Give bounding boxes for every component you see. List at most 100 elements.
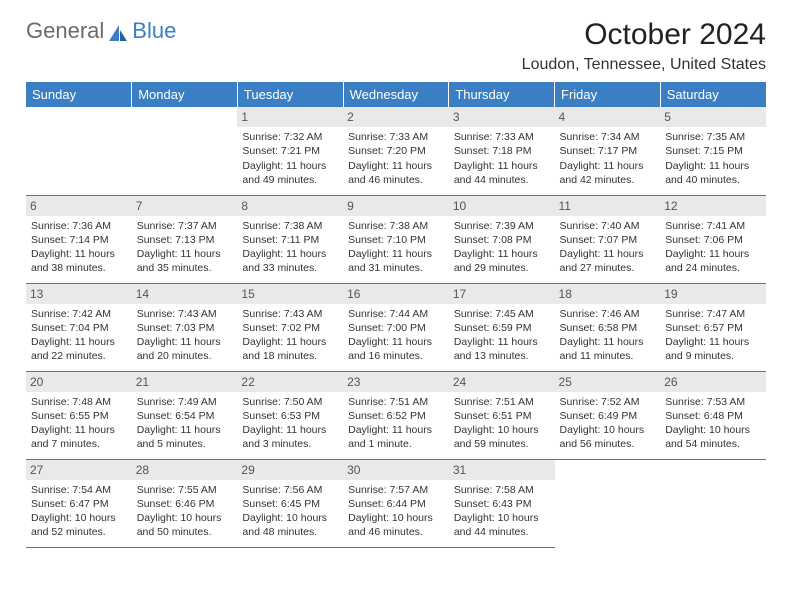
day-details: Sunrise: 7:41 AMSunset: 7:06 PMDaylight:…: [665, 219, 761, 276]
daylight-line: Daylight: 11 hours and 20 minutes.: [137, 335, 233, 363]
daylight-line: Daylight: 11 hours and 9 minutes.: [665, 335, 761, 363]
day-details: Sunrise: 7:52 AMSunset: 6:49 PMDaylight:…: [560, 395, 656, 452]
sunset-line: Sunset: 6:51 PM: [454, 409, 550, 423]
day-cell: 4Sunrise: 7:34 AMSunset: 7:17 PMDaylight…: [555, 107, 661, 195]
weekday-header-row: SundayMondayTuesdayWednesdayThursdayFrid…: [26, 82, 766, 107]
day-number: 3: [449, 107, 555, 127]
sunset-line: Sunset: 7:14 PM: [31, 233, 127, 247]
day-cell: 29Sunrise: 7:56 AMSunset: 6:45 PMDayligh…: [237, 459, 343, 547]
day-details: Sunrise: 7:39 AMSunset: 7:08 PMDaylight:…: [454, 219, 550, 276]
logo: GeneralBlue: [26, 18, 176, 44]
day-details: Sunrise: 7:55 AMSunset: 6:46 PMDaylight:…: [137, 483, 233, 540]
day-cell: 2Sunrise: 7:33 AMSunset: 7:20 PMDaylight…: [343, 107, 449, 195]
weekday-header: Thursday: [449, 82, 555, 107]
day-details: Sunrise: 7:47 AMSunset: 6:57 PMDaylight:…: [665, 307, 761, 364]
day-cell: 11Sunrise: 7:40 AMSunset: 7:07 PMDayligh…: [555, 195, 661, 283]
day-number: 18: [555, 284, 661, 304]
daylight-line: Daylight: 11 hours and 38 minutes.: [31, 247, 127, 275]
day-number: 20: [26, 372, 132, 392]
daylight-line: Daylight: 11 hours and 46 minutes.: [348, 159, 444, 187]
day-cell: 14 Sunrise: 7:43 AMSunset: 7:03 PMDayligh…: [132, 283, 238, 371]
daylight-line: Daylight: 11 hours and 33 minutes.: [242, 247, 338, 275]
sunset-line: Sunset: 7:11 PM: [242, 233, 338, 247]
day-cell: 25Sunrise: 7:52 AMSunset: 6:49 PMDayligh…: [555, 371, 661, 459]
sunrise-line: Sunrise: 7:34 AM: [560, 130, 656, 144]
sunset-line: Sunset: 7:10 PM: [348, 233, 444, 247]
day-number: 22: [237, 372, 343, 392]
daylight-line: Daylight: 11 hours and 24 minutes.: [665, 247, 761, 275]
sunset-line: Sunset: 7:13 PM: [137, 233, 233, 247]
weekday-header: Tuesday: [237, 82, 343, 107]
weekday-header: Saturday: [660, 82, 766, 107]
sunrise-line: Sunrise: 7:53 AM: [665, 395, 761, 409]
day-details: Sunrise: 7:37 AMSunset: 7:13 PMDaylight:…: [137, 219, 233, 276]
sunset-line: Sunset: 6:45 PM: [242, 497, 338, 511]
sunrise-line: Sunrise: 7:56 AM: [242, 483, 338, 497]
daylight-line: Daylight: 11 hours and 7 minutes.: [31, 423, 127, 451]
weekday-header: Friday: [555, 82, 661, 107]
sunset-line: Sunset: 7:20 PM: [348, 144, 444, 158]
daylight-line: Daylight: 11 hours and 3 minutes.: [242, 423, 338, 451]
sunset-line: Sunset: 7:06 PM: [665, 233, 761, 247]
day-cell: 3Sunrise: 7:33 AMSunset: 7:18 PMDaylight…: [449, 107, 555, 195]
day-details: Sunrise: 7:45 AMSunset: 6:59 PMDaylight:…: [454, 307, 550, 364]
day-cell: 9Sunrise: 7:38 AMSunset: 7:10 PMDaylight…: [343, 195, 449, 283]
weekday-header: Monday: [132, 82, 238, 107]
day-number: 15: [237, 284, 343, 304]
day-cell: 17Sunrise: 7:45 AMSunset: 6:59 PMDayligh…: [449, 283, 555, 371]
sunrise-line: Sunrise: 7:38 AM: [348, 219, 444, 233]
weekday-header: Sunday: [26, 82, 132, 107]
day-number: 14: [132, 284, 238, 304]
day-cell: 13Sunrise: 7:42 AMSunset: 7:04 PMDayligh…: [26, 283, 132, 371]
month-title: October 2024: [522, 18, 766, 52]
empty-cell: [132, 107, 238, 195]
day-details: Sunrise: 7:38 AMSunset: 7:10 PMDaylight:…: [348, 219, 444, 276]
daylight-line: Daylight: 10 hours and 44 minutes.: [454, 511, 550, 539]
day-cell: 28Sunrise: 7:55 AMSunset: 6:46 PMDayligh…: [132, 459, 238, 547]
calendar-table: SundayMondayTuesdayWednesdayThursdayFrid…: [26, 82, 766, 548]
day-number: 5: [660, 107, 766, 127]
day-details: Sunrise: 7:51 AMSunset: 6:52 PMDaylight:…: [348, 395, 444, 452]
day-number: 29: [237, 460, 343, 480]
day-details: Sunrise: 7:54 AMSunset: 6:47 PMDaylight:…: [31, 483, 127, 540]
day-details: Sunrise: 7:34 AMSunset: 7:17 PMDaylight:…: [560, 130, 656, 187]
day-cell: 18Sunrise: 7:46 AMSunset: 6:58 PMDayligh…: [555, 283, 661, 371]
day-cell: 27Sunrise: 7:54 AMSunset: 6:47 PMDayligh…: [26, 459, 132, 547]
sunrise-line: Sunrise: 7:51 AM: [348, 395, 444, 409]
sunset-line: Sunset: 7:03 PM: [137, 321, 233, 335]
day-number: 26: [660, 372, 766, 392]
day-details: Sunrise: 7:32 AMSunset: 7:21 PMDaylight:…: [242, 130, 338, 187]
day-cell: 1Sunrise: 7:32 AMSunset: 7:21 PMDaylight…: [237, 107, 343, 195]
day-number: 12: [660, 196, 766, 216]
day-cell: 26Sunrise: 7:53 AMSunset: 6:48 PMDayligh…: [660, 371, 766, 459]
day-details: Sunrise: 7:36 AMSunset: 7:14 PMDaylight:…: [31, 219, 127, 276]
sunset-line: Sunset: 6:59 PM: [454, 321, 550, 335]
day-details: Sunrise: 7:50 AMSunset: 6:53 PMDaylight:…: [242, 395, 338, 452]
day-details: Sunrise: 7:40 AMSunset: 7:07 PMDaylight:…: [560, 219, 656, 276]
sunrise-line: Sunrise: 7:55 AM: [137, 483, 233, 497]
day-cell: 20Sunrise: 7:48 AMSunset: 6:55 PMDayligh…: [26, 371, 132, 459]
sunset-line: Sunset: 6:46 PM: [137, 497, 233, 511]
daylight-line: Daylight: 11 hours and 40 minutes.: [665, 159, 761, 187]
day-number: 24: [449, 372, 555, 392]
daylight-line: Daylight: 11 hours and 49 minutes.: [242, 159, 338, 187]
sunrise-line: Sunrise: 7:42 AM: [31, 307, 127, 321]
day-details: Sunrise: 7:57 AMSunset: 6:44 PMDaylight:…: [348, 483, 444, 540]
day-details: Sunrise: 7:43 AMSunset: 7:03 PMDaylight:…: [137, 307, 233, 364]
sunset-line: Sunset: 6:49 PM: [560, 409, 656, 423]
daylight-line: Daylight: 11 hours and 1 minute.: [348, 423, 444, 451]
daylight-line: Daylight: 10 hours and 59 minutes.: [454, 423, 550, 451]
daylight-line: Daylight: 11 hours and 11 minutes.: [560, 335, 656, 363]
daylight-line: Daylight: 11 hours and 13 minutes.: [454, 335, 550, 363]
logo-sail-icon: [108, 22, 128, 40]
day-number: 16: [343, 284, 449, 304]
sunrise-line: Sunrise: 7:35 AM: [665, 130, 761, 144]
sunset-line: Sunset: 6:48 PM: [665, 409, 761, 423]
sunrise-line: Sunrise: 7:32 AM: [242, 130, 338, 144]
sunrise-line: Sunrise: 7:50 AM: [242, 395, 338, 409]
day-details: Sunrise: 7:51 AMSunset: 6:51 PMDaylight:…: [454, 395, 550, 452]
sunset-line: Sunset: 6:58 PM: [560, 321, 656, 335]
sunrise-line: Sunrise: 7:44 AM: [348, 307, 444, 321]
sunset-line: Sunset: 7:00 PM: [348, 321, 444, 335]
sunrise-line: Sunrise: 7:52 AM: [560, 395, 656, 409]
